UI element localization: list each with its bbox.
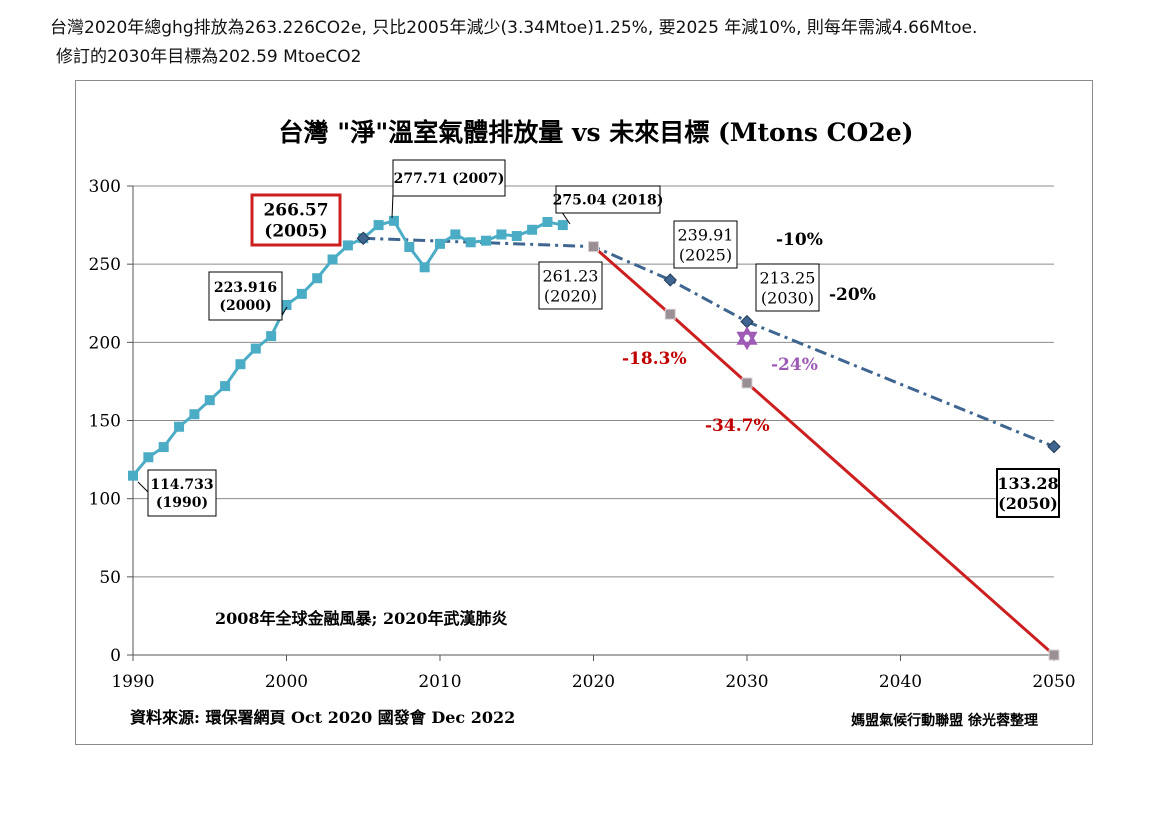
percent-label-minus-34-7: -34.7% [705,416,770,436]
callout-1990-box [147,469,217,517]
target-point-2005 [356,231,370,245]
historical-point-2009 [419,262,430,273]
header-line-1: 台灣2020年總ghg排放為263.226CO2e, 只比2005年減少(3.3… [50,18,978,38]
percent-label-minus-24: -24% [771,355,818,375]
credit-note: 媽盟氣候行動聯盟 徐光蓉整理 [851,712,1038,729]
page-header: 台灣2020年總ghg排放為263.226CO2e, 只比2005年減少(3.3… [50,14,1150,72]
target-point-2025 [663,273,677,287]
percent-label-minus-20: -20% [829,285,876,305]
y-tick-label-300: 300 [89,177,121,197]
historical-point-1991 [143,452,154,463]
historical-emissions-line [131,219,564,477]
red-path-point-2020 [588,241,599,253]
historical-point-2008 [404,241,415,252]
x-tick-label-2030: 2030 [725,672,768,692]
callout-2025-box [673,220,738,269]
callout-2020-box [538,261,603,310]
header-line-2: 修訂的2030年目標為202.59 MtoeCO2 [56,47,362,67]
historical-point-2012 [465,237,476,248]
y-tick-label-50: 50 [99,568,121,588]
chart-title: 台灣 "淨"溫室氣體排放量 vs 未來目標 (Mtons CO2e) [279,118,914,147]
historical-point-1995 [204,395,215,406]
percent-label-minus-10: -10% [776,230,823,250]
callout-2030-box [755,263,820,312]
historical-point-2017 [542,216,553,227]
historical-point-1990 [128,470,138,481]
x-tick-label-2000: 2000 [265,672,308,692]
historical-point-1999 [266,331,277,342]
y-tick-label-200: 200 [89,333,121,353]
callout-2050-box [996,468,1060,518]
historical-point-1997 [235,359,246,370]
callout-2000-label: 223.916 (2000) [214,280,277,314]
historical-point-2001 [296,288,307,299]
x-tick-label-2040: 2040 [879,672,922,692]
historical-point-1998 [250,343,261,354]
target-point-2030 [740,314,754,329]
percent-label-minus-18-3: -18.3% [622,349,687,369]
red-reduction-line [592,245,1055,657]
historical-point-2013 [481,235,492,246]
x-tick-label-1990: 1990 [111,672,154,692]
historical-point-2003 [327,254,338,265]
target-trajectory-line [363,236,1055,449]
callout-2007-box [392,159,506,197]
events-note: 2008年全球金融風暴; 2020年武漢肺炎 [215,609,508,628]
callout-2007-label: 277.71 (2007) [394,171,505,187]
historical-point-2007 [388,215,399,226]
target-point-2050 [1047,439,1061,454]
historical-point-2000 [281,299,292,310]
y-tick-label-150: 150 [89,412,121,432]
historical-point-1992 [158,442,169,453]
y-tick-label-100: 100 [89,490,121,510]
historical-point-2018 [557,220,568,231]
historical-point-2004 [342,240,353,251]
callout-2005-box [250,193,342,247]
y-tick-label-250: 250 [89,255,121,275]
callout-2000-box [208,271,283,321]
callout-2020-label: 261.23 (2020) [543,266,599,305]
historical-point-2015 [511,231,522,242]
historical-point-2014 [496,229,507,240]
red-path-point-2030 [741,377,753,389]
x-tick-label-2010: 2010 [418,672,461,692]
historical-point-2002 [312,273,323,284]
callout-2005-label: 266.57 (2005) [263,201,328,242]
red-path-point-2025 [664,308,676,320]
historical-point-1996 [220,381,231,392]
revised-target-star-down [736,331,758,351]
callout-2007-leader [391,193,394,219]
callout-2018-box [555,185,661,214]
historical-point-2006 [373,220,384,231]
historical-point-1993 [174,421,185,432]
callout-2030-label: 213.25 (2030) [760,268,816,307]
callout-1990-label: 114.733 (1990) [150,477,213,511]
historical-point-2010 [435,238,445,249]
x-tick-label-2020: 2020 [572,672,615,692]
callout-2018-label: 275.04 (2018) [553,193,664,209]
historical-point-2016 [527,224,538,235]
x-tick-label-2050: 2050 [1032,672,1075,692]
callout-2025-label: 239.91 (2025) [678,225,734,264]
revised-target-star-up [736,326,758,345]
source-note: 資料來源: 環保署網頁 Oct 2020 國發會 Dec 2022 [130,708,515,727]
y-tick-label-0: 0 [110,646,121,666]
historical-point-2011 [450,229,461,240]
red-path-point-2050 [1048,649,1060,661]
historical-point-1994 [189,409,200,420]
callout-2050-label: 133.28 (2050) [997,474,1058,513]
